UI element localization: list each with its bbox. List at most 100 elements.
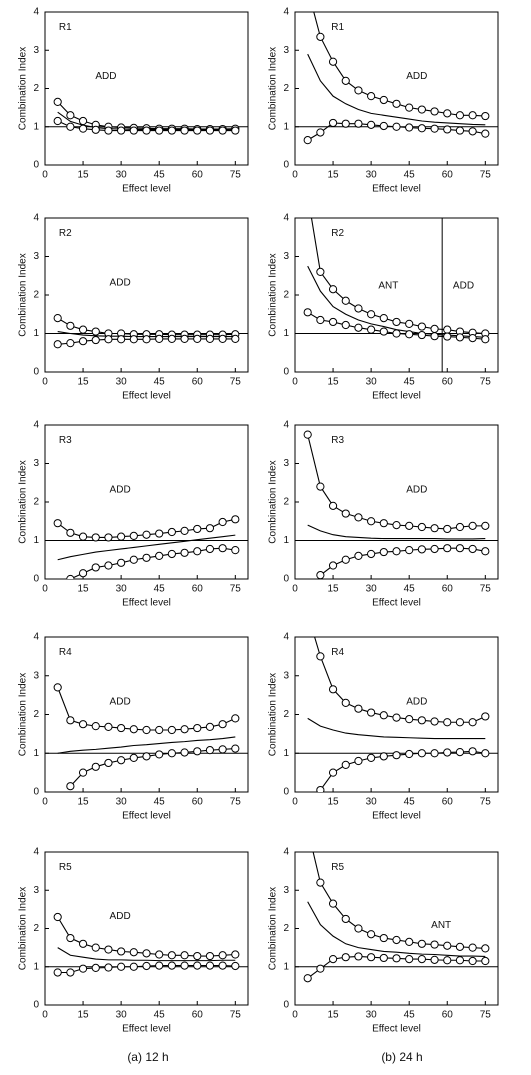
data-point [405, 749, 414, 759]
region-label: ANT [431, 920, 451, 931]
data-point [78, 325, 88, 334]
data-point [481, 956, 490, 966]
series-line [307, 434, 486, 530]
data-point [193, 747, 202, 756]
data-point [180, 951, 189, 960]
data-point [117, 532, 126, 541]
region-label: ADD [110, 277, 131, 288]
x-tick-label: 15 [328, 584, 340, 595]
data-point [430, 107, 439, 116]
plot-area [295, 12, 498, 145]
y-tick-label: 0 [33, 1000, 39, 1011]
y-tick-label: 1 [283, 535, 289, 546]
data-point [91, 943, 100, 952]
data-point [66, 111, 75, 120]
data-point [481, 335, 490, 344]
panel-label: R4 [59, 647, 72, 658]
data-point [379, 121, 388, 131]
data-point [231, 744, 240, 753]
region-label: ADD [110, 484, 131, 495]
data-point [78, 720, 88, 729]
y-axis-label: Combination Index [18, 253, 29, 336]
panel: 0 15 30 45 60 75 0 1 2 3 4 Effect level Combination … [268, 7, 499, 195]
data-point [167, 334, 176, 343]
y-tick-label: 2 [283, 83, 289, 94]
x-tick-label: 0 [42, 1010, 48, 1021]
data-point [129, 753, 138, 763]
data-point [91, 722, 100, 731]
data-point [316, 785, 325, 792]
data-point [443, 718, 452, 727]
data-point [392, 99, 401, 108]
data-point [417, 716, 426, 725]
data-point [155, 551, 164, 561]
plot-frame [44, 851, 249, 1006]
data-point [430, 955, 439, 964]
x-tick-label: 45 [404, 170, 416, 181]
x-tick-label: 15 [78, 797, 90, 808]
data-point [193, 951, 202, 961]
data-point [142, 752, 151, 761]
panel-label: R4 [331, 647, 344, 658]
data-point [104, 963, 113, 972]
data-point [53, 968, 62, 977]
x-tick-label: 15 [328, 1010, 340, 1021]
data-point [417, 749, 426, 758]
data-point [66, 528, 75, 537]
y-tick-label: 4 [283, 847, 289, 858]
data-point [78, 768, 88, 777]
data-point [155, 529, 164, 538]
data-point [142, 725, 151, 735]
data-point [455, 544, 465, 553]
x-tick-label: 45 [154, 170, 166, 181]
data-point [304, 825, 311, 832]
caption: (b) 24 h [381, 1050, 422, 1064]
data-point [341, 76, 350, 85]
plot-frame [294, 424, 499, 580]
data-point [66, 716, 75, 725]
x-axis-label: Effect level [122, 391, 171, 402]
data-point [78, 532, 88, 541]
x-tick-label: 75 [230, 377, 242, 388]
x-tick-label: 60 [192, 584, 204, 595]
data-point [328, 118, 338, 128]
data-point [129, 948, 138, 957]
panel-label: R3 [59, 435, 72, 446]
x-tick-label: 75 [480, 170, 492, 181]
y-tick-label: 3 [283, 251, 289, 262]
data-point [180, 548, 189, 557]
data-point [205, 544, 215, 554]
series-line [307, 265, 486, 338]
data-point [367, 325, 376, 334]
data-point [66, 782, 75, 791]
y-axis-label: Combination Index [268, 460, 279, 543]
data-point [392, 954, 401, 963]
x-tick-label: 30 [366, 170, 378, 181]
data-point [392, 317, 401, 327]
y-tick-label: 4 [33, 213, 39, 224]
data-point [455, 333, 465, 342]
data-point [417, 330, 426, 340]
data-point [430, 324, 439, 333]
y-tick-label: 0 [283, 1000, 289, 1011]
plot-area [295, 218, 498, 372]
data-point [341, 119, 350, 128]
data-point [367, 753, 376, 763]
y-tick-label: 2 [33, 290, 39, 301]
data-point [117, 126, 126, 135]
y-axis-label: Combination Index [18, 887, 29, 970]
data-point [392, 329, 401, 338]
data-point [66, 122, 75, 131]
data-point [316, 571, 325, 579]
y-tick-label: 4 [283, 7, 289, 18]
x-tick-label: 0 [42, 170, 48, 181]
data-point [354, 551, 363, 561]
data-point [443, 956, 452, 965]
data-point [328, 561, 338, 570]
data-point [430, 940, 439, 949]
plot-area [295, 637, 498, 792]
y-axis-label: Combination Index [268, 47, 279, 130]
data-point [328, 955, 338, 964]
data-point [66, 933, 75, 943]
data-point [303, 136, 312, 145]
